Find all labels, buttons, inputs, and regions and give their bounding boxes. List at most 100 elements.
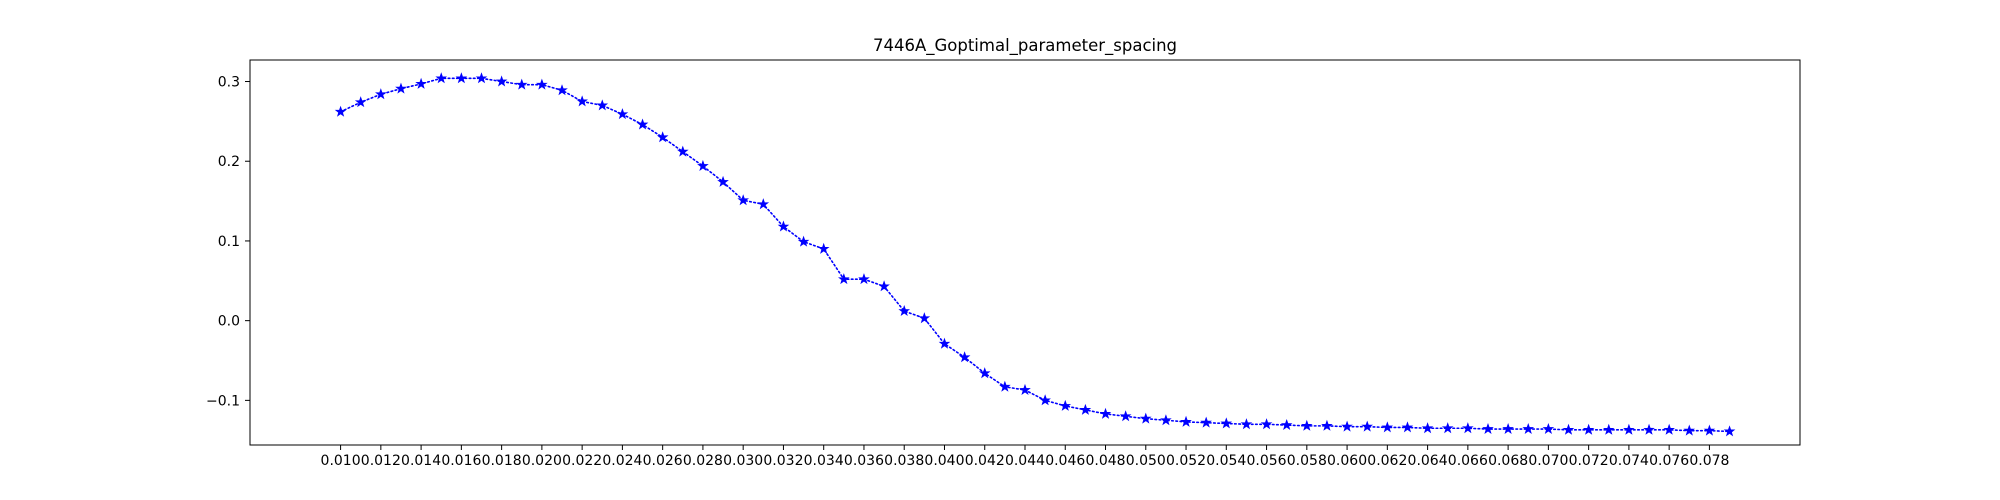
x-tick-label: 0.034 bbox=[804, 453, 844, 469]
data-point-star bbox=[455, 72, 468, 84]
y-tick-label: 0.2 bbox=[218, 154, 240, 170]
data-point-star bbox=[1663, 423, 1675, 435]
x-tick-label: 0.062 bbox=[1367, 453, 1407, 469]
data-point-star bbox=[596, 99, 609, 111]
data-point-star bbox=[1220, 417, 1233, 429]
x-tick-label: 0.030 bbox=[723, 453, 763, 469]
data-point-star bbox=[797, 235, 810, 247]
data-point-star bbox=[395, 82, 407, 94]
x-tick-label: 0.076 bbox=[1649, 453, 1689, 469]
data-point-star bbox=[817, 242, 830, 254]
x-tick-label: 0.074 bbox=[1609, 453, 1649, 469]
data-point-star bbox=[556, 84, 568, 96]
data-point-star bbox=[1361, 420, 1374, 432]
data-point-star bbox=[1139, 412, 1152, 424]
data-point-star bbox=[636, 118, 649, 130]
data-point-star bbox=[1160, 414, 1172, 426]
data-point-star bbox=[1240, 418, 1253, 430]
data-point-star bbox=[334, 105, 347, 117]
data-point-star bbox=[1381, 421, 1394, 433]
data-point-star bbox=[1119, 410, 1132, 422]
data-point-star bbox=[1301, 419, 1313, 431]
x-tick-label: 0.044 bbox=[1005, 453, 1045, 469]
data-point-star bbox=[515, 78, 528, 90]
data-point-star bbox=[1542, 422, 1555, 434]
x-tick-label: 0.024 bbox=[602, 453, 642, 469]
data-point-star bbox=[475, 72, 488, 84]
x-tick-label: 0.038 bbox=[884, 453, 924, 469]
data-point-star bbox=[717, 175, 729, 187]
data-point-star bbox=[1703, 424, 1716, 436]
data-point-star bbox=[978, 367, 991, 379]
x-tick-label: 0.066 bbox=[1448, 453, 1488, 469]
data-point-star bbox=[1623, 423, 1635, 435]
y-tick-label: 0.0 bbox=[218, 314, 240, 330]
data-point-star bbox=[757, 198, 770, 210]
x-tick-label: 0.036 bbox=[844, 453, 884, 469]
x-tick-label: 0.014 bbox=[401, 453, 441, 469]
data-point-star bbox=[656, 131, 669, 143]
x-tick-label: 0.052 bbox=[1166, 453, 1206, 469]
data-point-star bbox=[676, 145, 689, 157]
x-tick-label: 0.040 bbox=[924, 453, 964, 469]
data-point-star bbox=[1602, 423, 1615, 435]
series-line bbox=[339, 77, 1731, 433]
data-point-star bbox=[958, 351, 971, 363]
x-tick-label: 0.016 bbox=[441, 453, 481, 469]
x-tick-label: 0.046 bbox=[1045, 453, 1085, 469]
data-point-star bbox=[616, 108, 629, 120]
data-point-star bbox=[495, 75, 508, 87]
data-point-star bbox=[918, 312, 931, 324]
x-tick-label: 0.028 bbox=[683, 453, 723, 469]
data-point-star bbox=[777, 220, 790, 232]
data-point-star bbox=[1039, 394, 1051, 406]
data-point-star bbox=[1421, 422, 1434, 434]
data-point-star bbox=[1260, 418, 1273, 430]
data-point-star bbox=[354, 96, 367, 108]
x-tick-label: 0.078 bbox=[1689, 453, 1729, 469]
x-tick-label: 0.054 bbox=[1206, 453, 1246, 469]
x-tick-label: 0.070 bbox=[1528, 453, 1568, 469]
data-point-star bbox=[1683, 424, 1696, 436]
x-tick-label: 0.026 bbox=[643, 453, 683, 469]
data-point-star bbox=[1059, 399, 1072, 411]
x-tick-label: 0.056 bbox=[1247, 453, 1287, 469]
data-point-star bbox=[1200, 416, 1212, 428]
data-point-star bbox=[898, 304, 911, 317]
data-point-star bbox=[938, 337, 951, 349]
x-tick-label: 0.064 bbox=[1408, 453, 1448, 469]
data-point-star bbox=[1562, 423, 1575, 435]
data-point-star bbox=[1462, 422, 1474, 434]
y-tick-label: 0.1 bbox=[218, 234, 240, 250]
data-point-star bbox=[1280, 418, 1293, 431]
x-tick-label: 0.020 bbox=[522, 453, 562, 469]
x-tick-label: 0.018 bbox=[482, 453, 522, 469]
plot-area: 0.010 0.012 0.014 0.016 0.018 0.020 0.022 0.024… bbox=[206, 72, 1736, 469]
x-tick-label: 0.048 bbox=[1085, 453, 1125, 469]
data-point-star bbox=[1441, 422, 1454, 434]
x-tick-label: 0.072 bbox=[1569, 453, 1609, 469]
y-tick-label: −0.1 bbox=[206, 393, 240, 409]
data-point-star bbox=[1341, 420, 1353, 432]
data-point-star bbox=[1321, 419, 1333, 431]
data-point-star bbox=[1482, 422, 1494, 434]
x-tick-label: 0.010 bbox=[321, 453, 361, 469]
data-point-star bbox=[838, 273, 850, 285]
data-point-star bbox=[536, 78, 548, 90]
data-point-star bbox=[1582, 423, 1595, 435]
chart-title: 7446A_Goptimal_parameter_spacing bbox=[873, 36, 1177, 56]
x-tick-label: 0.058 bbox=[1287, 453, 1327, 469]
data-point-star bbox=[1723, 425, 1736, 437]
data-point-star bbox=[737, 194, 749, 206]
data-point-star bbox=[697, 159, 709, 171]
data-point-star bbox=[1401, 421, 1414, 433]
x-tick-label: 0.042 bbox=[965, 453, 1005, 469]
data-point-star bbox=[576, 95, 588, 107]
data-point-star bbox=[878, 280, 890, 292]
x-tick-label: 0.068 bbox=[1488, 453, 1528, 469]
x-tick-label: 0.032 bbox=[763, 453, 803, 469]
data-point-star bbox=[1099, 407, 1112, 419]
data-point-star bbox=[1522, 422, 1535, 434]
